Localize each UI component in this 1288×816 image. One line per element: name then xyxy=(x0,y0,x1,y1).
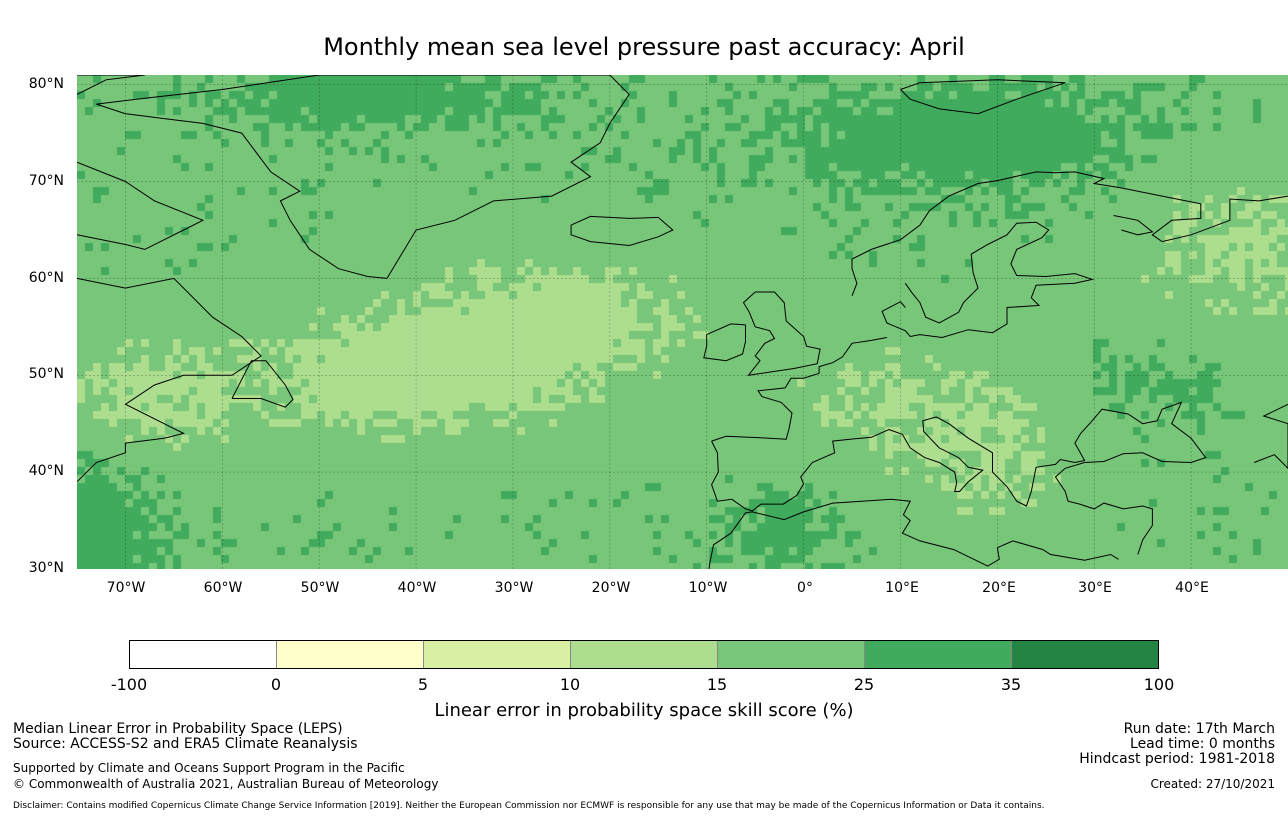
footer-source: Source: ACCESS-S2 and ERA5 Climate Reana… xyxy=(13,736,358,752)
coastlines xyxy=(77,75,1288,569)
coastline-kola_white xyxy=(1113,215,1154,236)
lat-label-70n: 70°N xyxy=(28,173,64,189)
colorbar-segment-5 xyxy=(718,641,865,668)
lon-label-60w: 60°W xyxy=(203,580,243,596)
coastline-europe xyxy=(711,401,1207,555)
lat-label-40n: 40°N xyxy=(28,463,64,479)
colorbar-tick: 5 xyxy=(417,675,429,694)
coastline-baffin xyxy=(77,161,205,250)
coastline-northsea xyxy=(711,337,887,442)
footer-method: Median Linear Error in Probability Space… xyxy=(13,721,343,737)
lon-label-40w: 40°W xyxy=(397,580,437,596)
colorbar-segment-1 xyxy=(130,641,277,668)
colorbar-segment-3 xyxy=(424,641,571,668)
footer-support: Supported by Climate and Oceans Support … xyxy=(13,761,405,775)
lon-label-0: 0° xyxy=(797,580,813,596)
lat-label-60n: 60°N xyxy=(28,270,64,286)
coastline-ireland xyxy=(703,323,746,362)
colorbar-tick: 100 xyxy=(1143,675,1175,694)
footer-copyright: © Commonwealth of Australia 2021, Austra… xyxy=(13,777,439,791)
lon-label-70w: 70°W xyxy=(106,580,146,596)
footer-lead-time: Lead time: 0 months xyxy=(1130,736,1275,752)
coastline-iceland xyxy=(570,215,674,247)
coastline-svalbard xyxy=(900,79,1066,115)
coastline-scandinavia xyxy=(851,171,1288,296)
lon-label-30e: 30°E xyxy=(1078,580,1112,596)
skill-raster xyxy=(77,75,1288,569)
colorbar xyxy=(129,640,1159,669)
skill-score-map[interactable] xyxy=(77,75,1288,569)
lat-label-30n: 30°N xyxy=(28,560,64,576)
colorbar-tick: 10 xyxy=(559,675,581,694)
lon-label-20e: 20°E xyxy=(982,580,1016,596)
lon-label-10e: 10°E xyxy=(885,580,919,596)
coastline-africa xyxy=(708,498,1119,569)
colorbar-tick: 25 xyxy=(853,675,875,694)
lat-label-80n: 80°N xyxy=(28,76,64,92)
colorbar-tick: -100 xyxy=(110,675,148,694)
graticule xyxy=(77,75,1288,569)
footer-disclaimer: Disclaimer: Contains modified Copernicus… xyxy=(13,801,1045,811)
lon-label-30w: 30°W xyxy=(494,580,534,596)
map-overlay xyxy=(77,75,1288,569)
lat-label-50n: 50°N xyxy=(28,366,64,382)
colorbar-tick: 0 xyxy=(270,675,282,694)
lon-label-50w: 50°W xyxy=(300,580,340,596)
footer-run-date: Run date: 17th March xyxy=(1123,721,1275,737)
colorbar-label: Linear error in probability space skill … xyxy=(434,700,854,721)
colorbar-segment-7 xyxy=(1012,641,1158,668)
coastline-ellesmere xyxy=(77,75,145,95)
colorbar-tick: 15 xyxy=(706,675,728,694)
lon-label-10w: 10°W xyxy=(688,580,728,596)
map-title: Monthly mean sea level pressure past acc… xyxy=(323,33,965,61)
colorbar-segment-2 xyxy=(277,641,424,668)
colorbar-tick: 35 xyxy=(1000,675,1022,694)
colorbar-segment-4 xyxy=(571,641,718,668)
coastline-labrador xyxy=(77,277,262,483)
coastline-baltic xyxy=(881,221,1095,339)
footer-hindcast: Hindcast period: 1981-2018 xyxy=(1079,751,1275,767)
lon-label-20w: 20°W xyxy=(591,580,631,596)
coastline-greenland xyxy=(96,75,630,279)
coastline-caspian xyxy=(1253,403,1288,470)
colorbar-segment-6 xyxy=(865,641,1012,668)
footer-created: Created: 27/10/2021 xyxy=(1150,777,1275,791)
coastline-newfoundland xyxy=(231,360,294,408)
lon-label-40e: 40°E xyxy=(1175,580,1209,596)
coastline-britain xyxy=(742,291,821,376)
